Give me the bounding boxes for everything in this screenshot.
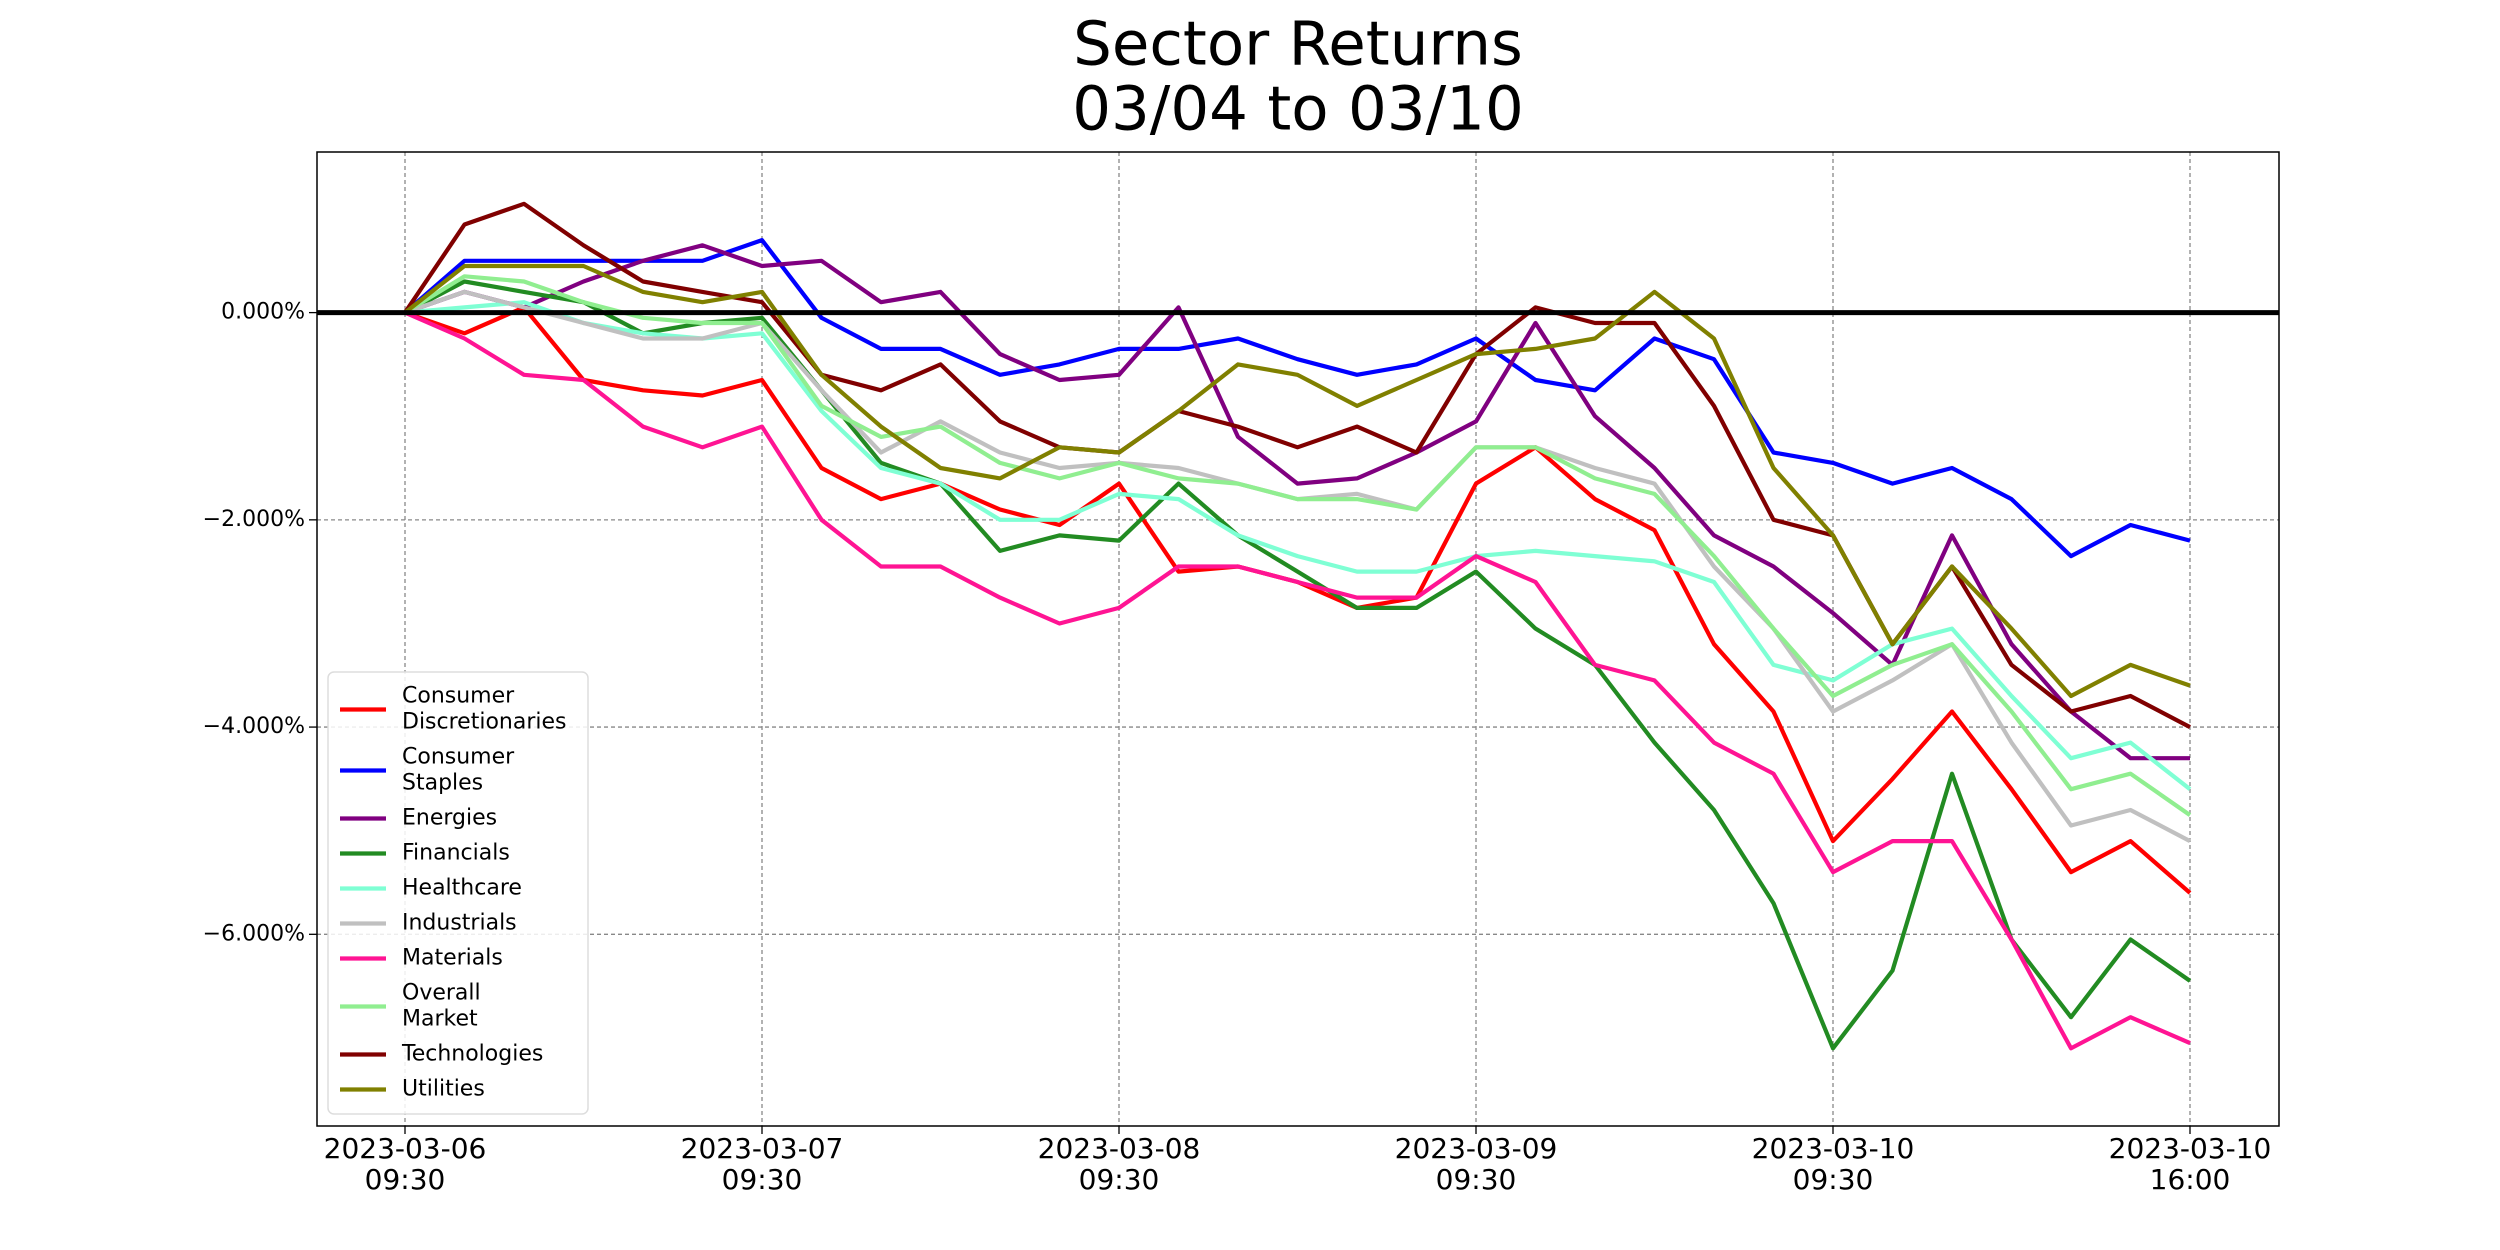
legend: Consumer Discretionaries Consumer Staples En… [327,671,589,1115]
series-line [403,263,2191,699]
legend-label: Industrials [402,911,517,936]
legend-label: Healthcare [402,876,522,901]
legend-label: Technologies [401,1042,543,1067]
y-tick-label: −6.000% [203,921,305,946]
legend-label: Financials [402,841,510,866]
x-tick-label: 2023-03-08 09:30 [1038,1132,1201,1196]
x-tick-label: 2023-03-07 09:30 [681,1132,844,1196]
chart-subtitle: 03/04 to 03/10 [1072,74,1524,145]
x-tick-label: 2023-03-09 09:30 [1395,1132,1558,1196]
y-tick-label: −4.000% [203,714,305,739]
y-tick-label: 0.000% [221,300,305,325]
x-tick-label: 2023-03-10 09:30 [1752,1132,1915,1196]
legend-label: Overall Market [402,981,481,1032]
legend-label: Utilities [402,1077,485,1102]
plot-frame [316,151,2280,1127]
chart-title: Sector Returns [1073,9,1523,80]
legend-label: Consumer Discretionaries [402,684,566,735]
series-line [404,310,2191,1051]
legend-label: Materials [402,946,503,971]
y-tick-label: −2.000% [203,507,305,532]
x-tick-label: 2023-03-06 09:30 [324,1132,487,1196]
legend-label: Energies [402,806,497,831]
legend-box [327,671,589,1115]
legend-label: Consumer Staples [402,745,515,796]
series-line [403,274,2192,817]
series-line [403,238,2191,559]
x-tick-label: 2023-03-10 16:00 [2109,1132,2272,1196]
